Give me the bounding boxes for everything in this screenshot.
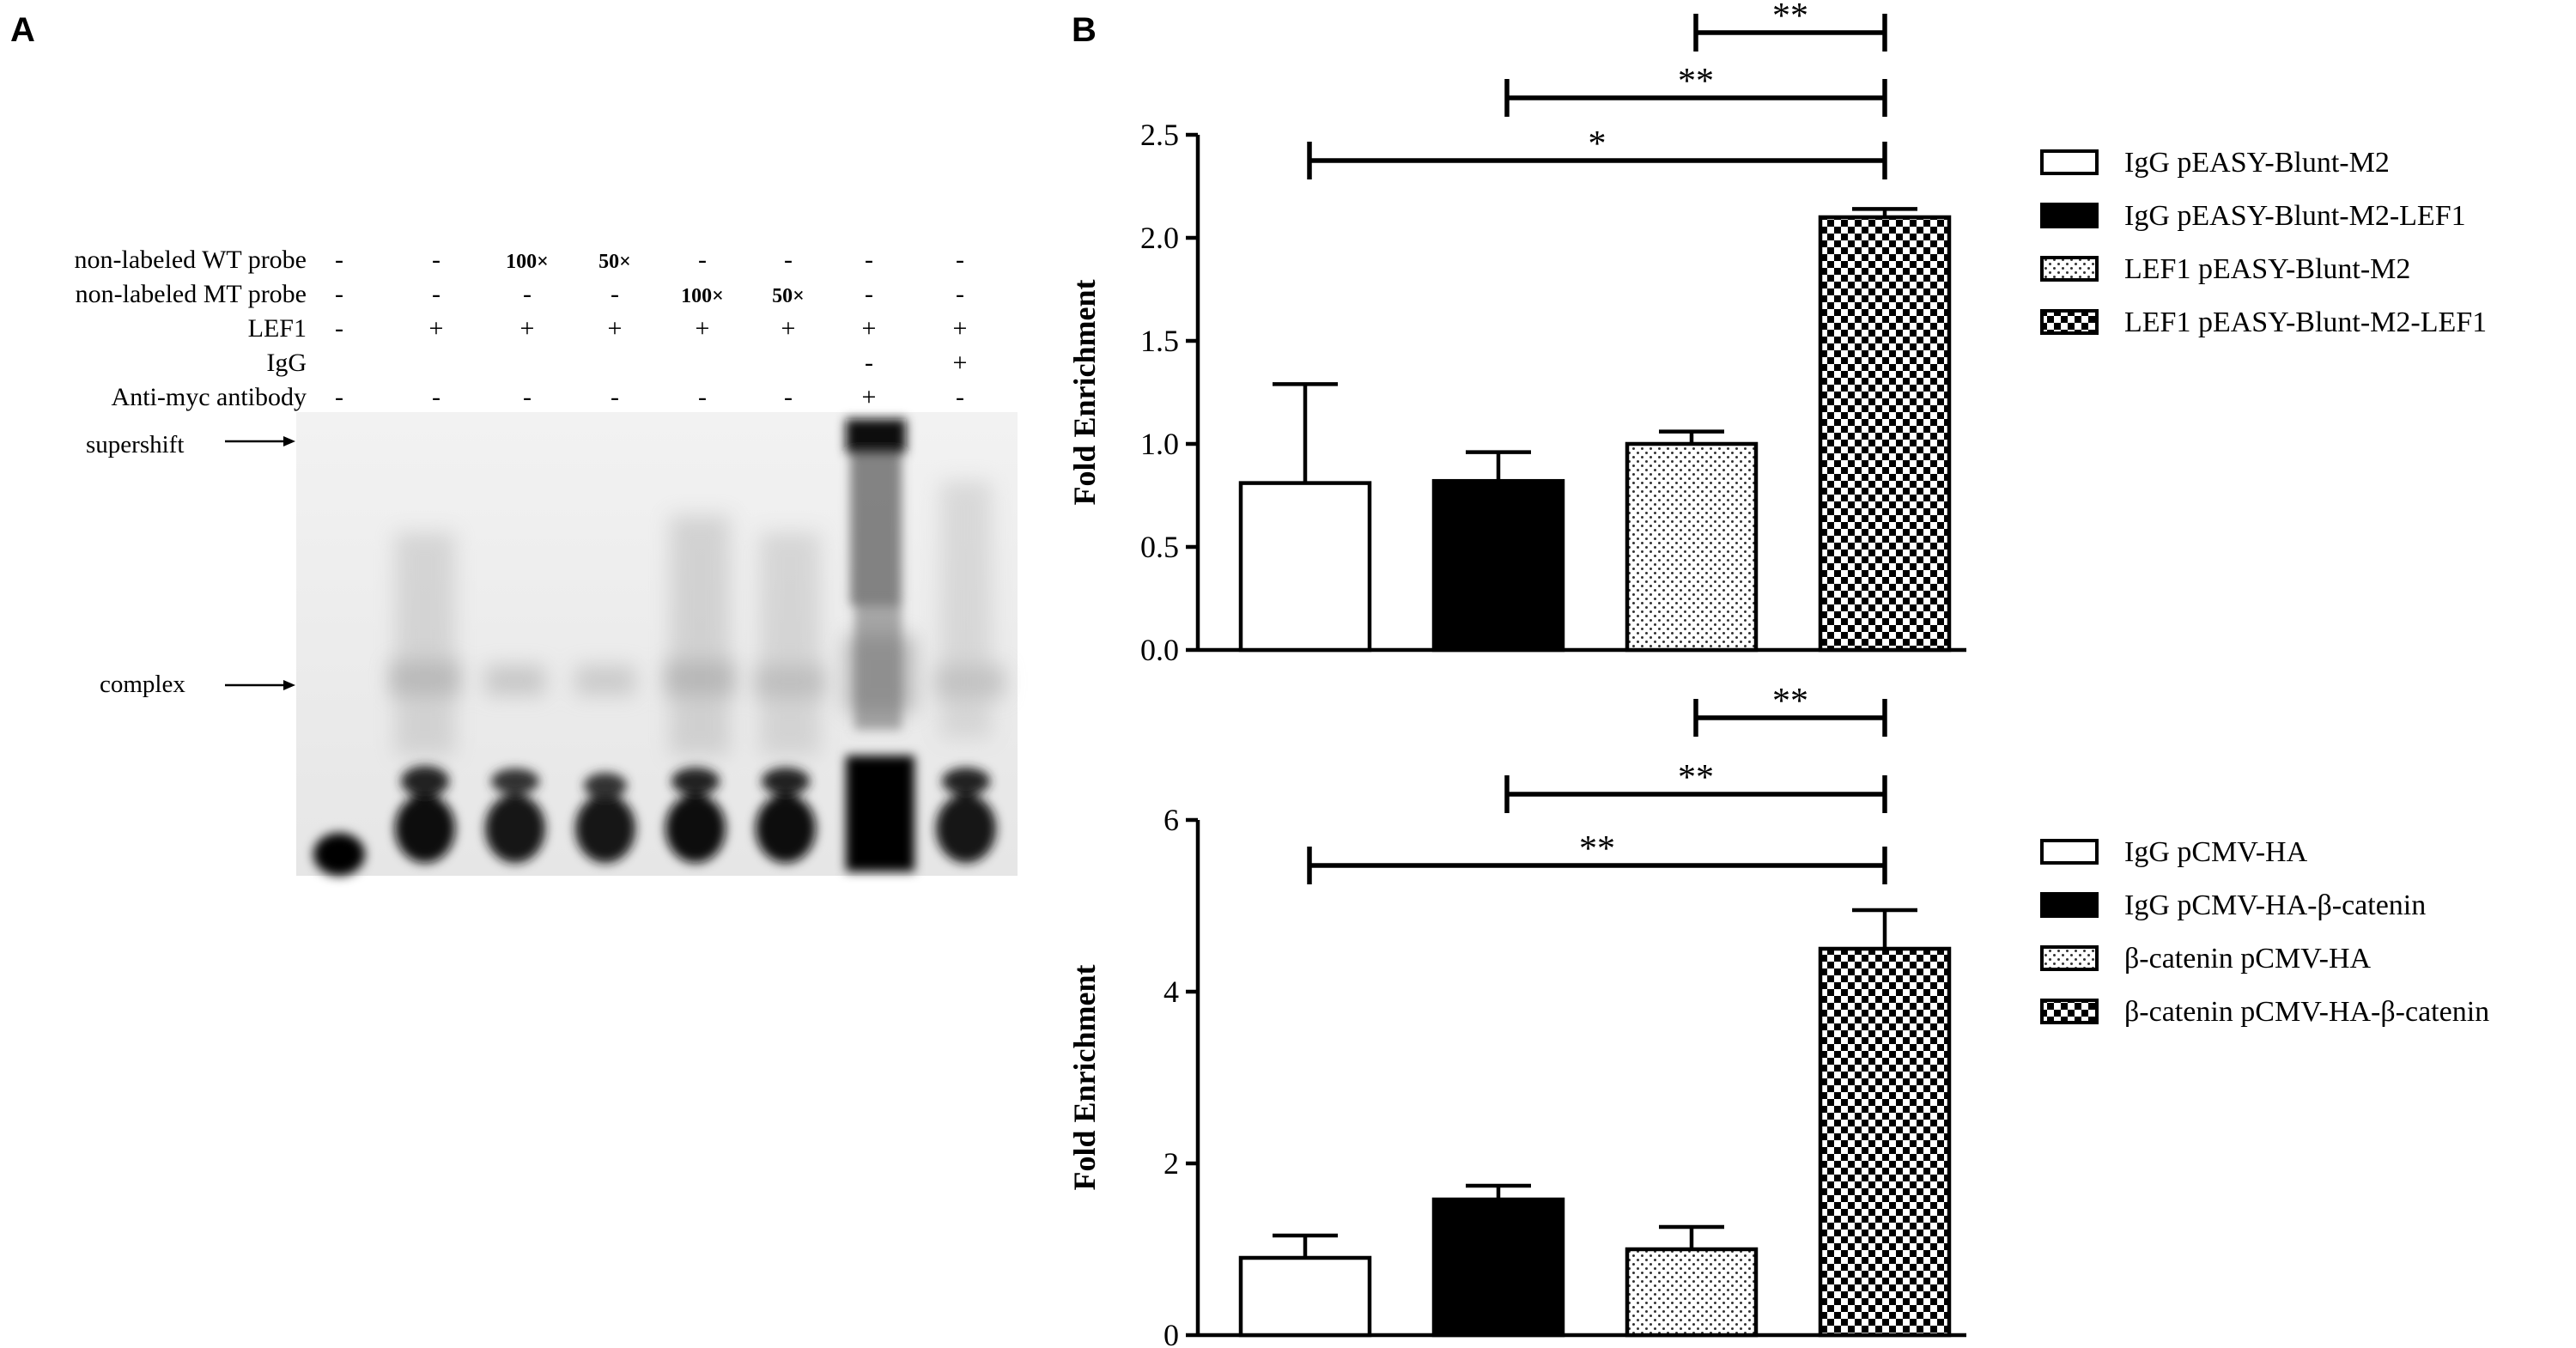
legend-swatch [2040, 892, 2099, 918]
y-tick-label: 0.5 [1140, 530, 1179, 564]
bar [1818, 215, 1952, 653]
gel-lane-symbol: - [611, 280, 619, 308]
gel-lane-symbol: - [335, 246, 343, 274]
significance-label: ** [1678, 62, 1714, 101]
gel-lane-symbol: + [953, 314, 968, 343]
gel-lane-symbol: - [784, 246, 793, 274]
significance-label: ** [1772, 0, 1808, 36]
legend-entry: IgG pEASY-Blunt-M2 [2124, 147, 2390, 179]
legend-entry: LEF1 pEASY-Blunt-M2 [2124, 253, 2410, 285]
gel-lane-symbol: - [865, 280, 873, 308]
legend: IgG pCMV-HA IgG pCMV-HA-β-catenin β-cateni… [2040, 836, 2489, 1028]
gel-lane-symbol: - [335, 314, 343, 343]
legend-entry: β-catenin pCMV-HA [2124, 943, 2372, 975]
y-axis-label: Fold Enrichment [1067, 279, 1102, 505]
gel-lane-symbol: + [781, 314, 796, 343]
gel-lane-symbol: 50× [598, 251, 631, 273]
legend-entry: LEF1 pEASY-Blunt-M2-LEF1 [2124, 307, 2487, 338]
y-tick-label: 2.5 [1140, 118, 1179, 152]
gel-lane-symbol: - [432, 383, 440, 411]
gel-lane-symbol: - [698, 246, 707, 274]
legend-swatch [2040, 999, 2099, 1024]
bar [1238, 1255, 1372, 1338]
gel-row-labels: non-labeled WT probe - -100× 50× - - - -non-lab… [75, 246, 968, 411]
gel-lane-symbol: - [523, 383, 532, 411]
gel-row-label: non-labeled WT probe [75, 246, 307, 274]
bar [1238, 481, 1372, 653]
gel-row-label: Anti-myc antibody [112, 383, 307, 411]
gel-lane-symbol: - [956, 280, 964, 308]
gel-lane-symbol: + [608, 314, 623, 343]
bar [1431, 1197, 1565, 1338]
gel-lane-symbol: - [784, 383, 793, 411]
gel-lane-symbol: 50× [772, 285, 805, 307]
gel-lane-symbol: - [956, 246, 964, 274]
gel-lane-symbol: + [520, 314, 535, 343]
gel-lane-symbol: - [523, 280, 532, 308]
y-tick-label: 0.0 [1140, 633, 1179, 667]
gel-lane-symbol: - [432, 280, 440, 308]
supershift-arrow: supershift [86, 431, 295, 458]
gel-image [296, 412, 1018, 876]
significance-label: * [1589, 124, 1607, 164]
legend-entry: β-catenin pCMV-HA-β-catenin [2124, 996, 2489, 1028]
y-tick-label: 2 [1163, 1146, 1179, 1181]
gel-row-label: LEF1 [248, 314, 307, 343]
gel-lane-symbol: + [953, 349, 968, 377]
legend-swatch [2040, 256, 2099, 282]
y-tick-label: 0 [1163, 1318, 1179, 1348]
gel-lane-symbol: - [611, 383, 619, 411]
gel-lane-symbol: - [865, 349, 873, 377]
bar [1625, 1247, 1759, 1338]
gel-lane-symbol: + [429, 314, 444, 343]
y-axis-label: Fold Enrichment [1067, 964, 1102, 1190]
gel-lane-symbol: + [862, 314, 877, 343]
gel-row-label: non-labeled MT probe [76, 280, 307, 308]
legend-entry: IgG pCMV-HA [2124, 836, 2308, 868]
y-tick-label: 2.0 [1140, 221, 1179, 255]
bar [1625, 441, 1759, 653]
legend-swatch [2040, 839, 2099, 865]
panel-a-label: A [10, 11, 35, 49]
gel-row-label: IgG [266, 349, 307, 377]
legend-swatch [2040, 203, 2099, 228]
gel-lane-symbol: - [865, 246, 873, 274]
supershift-label: supershift [86, 431, 184, 458]
y-tick-label: 4 [1163, 975, 1179, 1009]
y-tick-label: 1.5 [1140, 324, 1179, 358]
complex-arrow: complex [100, 671, 295, 698]
legend-entry: IgG pEASY-Blunt-M2-LEF1 [2124, 200, 2466, 232]
complex-label: complex [100, 671, 185, 698]
legend-swatch [2040, 149, 2099, 175]
gel-lane-symbol: 100× [506, 251, 549, 273]
bar [1431, 478, 1565, 653]
legend-swatch [2040, 309, 2099, 335]
significance-label: ** [1678, 758, 1714, 798]
panel-b-label: B [1072, 11, 1097, 49]
y-tick-label: 6 [1163, 803, 1179, 837]
gel-lane-symbol: - [335, 280, 343, 308]
bar [1818, 946, 1952, 1338]
legend-swatch [2040, 945, 2099, 971]
gel-lane-symbol: 100× [681, 285, 724, 307]
y-tick-label: 1.0 [1140, 427, 1179, 461]
gel-lane-symbol: + [696, 314, 710, 343]
legend-entry: IgG pCMV-HA-β-catenin [2124, 890, 2426, 921]
gel-lane-symbol: - [698, 383, 707, 411]
gel-lane-symbol: + [862, 383, 877, 411]
significance-label: ** [1772, 682, 1808, 721]
gel-lane-symbol: - [432, 246, 440, 274]
gel-lane-symbol: - [956, 383, 964, 411]
legend: IgG pEASY-Blunt-M2 IgG pEASY-Blunt-M2-LEF… [2040, 147, 2487, 338]
significance-label: ** [1579, 829, 1615, 869]
gel-lane-symbol: - [335, 383, 343, 411]
